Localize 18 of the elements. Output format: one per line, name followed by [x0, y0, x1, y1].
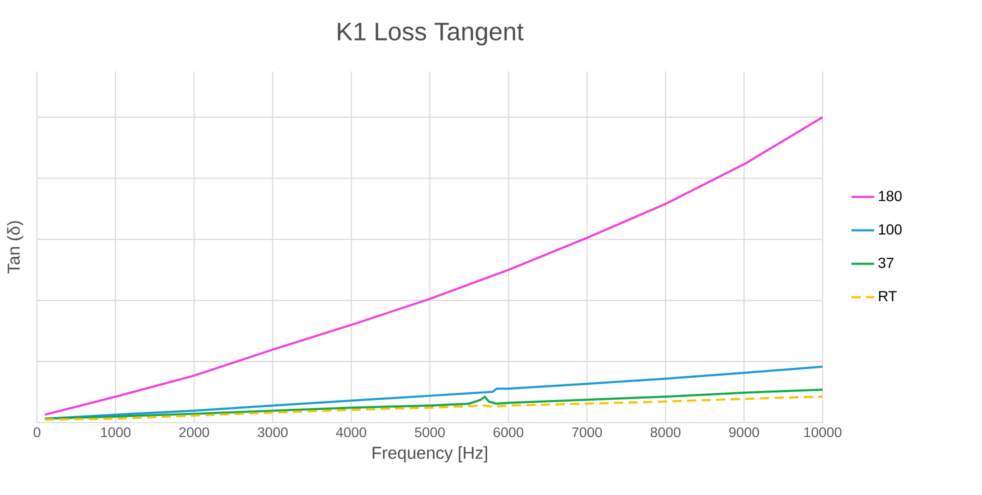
x-tick-label: 0 [34, 427, 40, 438]
legend-label: 180 [878, 190, 902, 202]
x-tick-label: 10000 [804, 427, 842, 438]
x-tick-label: 2000 [179, 427, 210, 438]
x-tick-label: 6000 [494, 427, 524, 438]
x-tick-label: 1000 [101, 427, 131, 438]
x-axis-title: Frequency [Hz] [372, 446, 488, 462]
x-tick-label: 9000 [729, 427, 760, 438]
x-tick-label: 8000 [650, 427, 680, 438]
legend-label: 100 [878, 224, 902, 235]
x-tick-label: 4000 [336, 427, 366, 438]
y-axis-title: Tan (δ) [7, 221, 24, 274]
chart-title: K1 Loss Tangent [338, 22, 524, 46]
legend-label: 37 [878, 258, 894, 268]
x-tick-label: 3000 [258, 427, 288, 438]
x-tick-label: 7000 [572, 427, 602, 438]
legend-label: RT [879, 291, 897, 302]
x-tick-label: 5000 [414, 427, 445, 438]
